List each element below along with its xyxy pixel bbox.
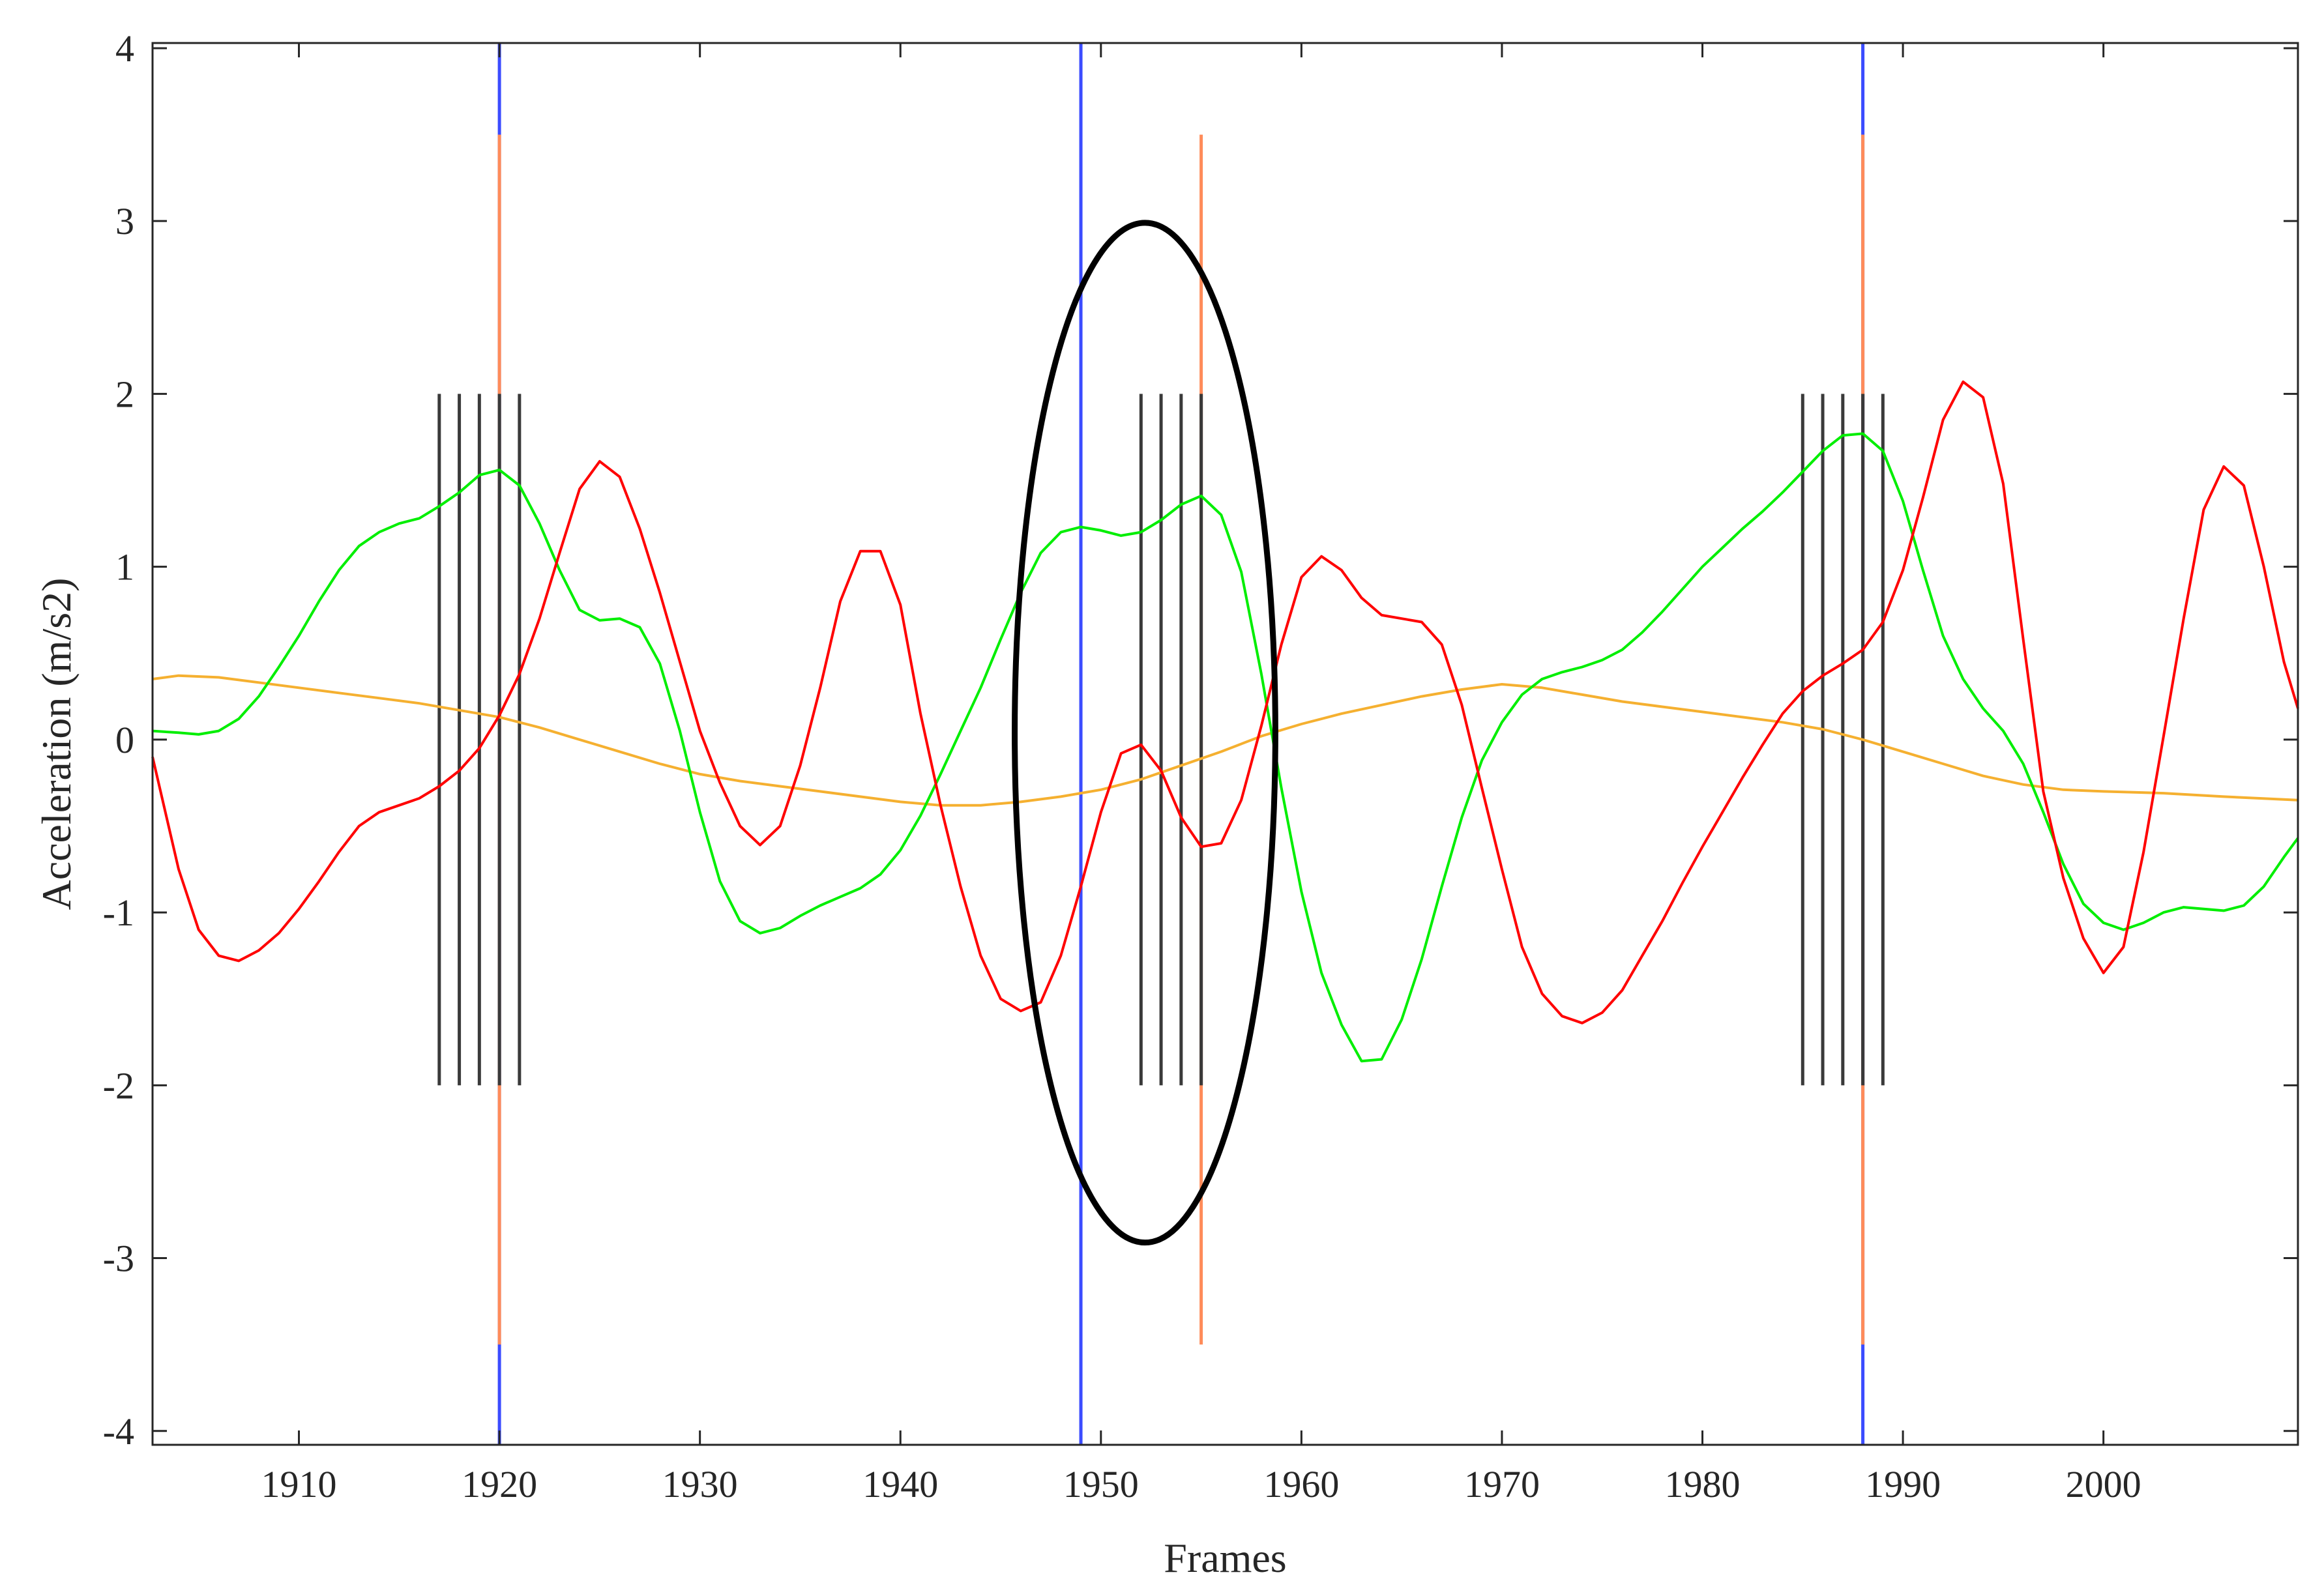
y-tick-label-4: 0 — [115, 719, 134, 761]
y-tick-label-2: -2 — [103, 1064, 134, 1107]
series-line-2 — [152, 674, 2299, 807]
x-tick-label-3: 1940 — [862, 1463, 938, 1505]
x-axis-title: Frames — [1164, 1535, 1286, 1581]
y-tick-label-0: -4 — [103, 1410, 134, 1453]
y-tick-label-3: -1 — [103, 892, 134, 934]
x-tick-label-2: 1930 — [662, 1463, 738, 1505]
x-tick-label-0: 1910 — [261, 1463, 337, 1505]
y-tick-label-1: -3 — [103, 1238, 134, 1280]
annotations — [1012, 220, 1278, 1246]
y-tick-label-8: 4 — [115, 27, 134, 70]
series-line-0 — [151, 380, 2299, 1024]
axis-ticks: 1910 1920 1930 1940 1950 1960 1970 1980 1990 2000… — [103, 27, 2298, 1505]
x-tick-label-5: 1960 — [1263, 1463, 1339, 1505]
vertical-markers — [437, 43, 1885, 1445]
y-tick-label-5: 1 — [115, 546, 134, 588]
y-tick-label-6: 2 — [115, 373, 134, 415]
series-line-1 — [152, 432, 2299, 1063]
highlight-ellipse-0 — [1012, 220, 1278, 1246]
x-tick-label-1: 1920 — [462, 1463, 537, 1505]
x-tick-label-6: 1970 — [1464, 1463, 1540, 1505]
data-series — [151, 380, 2299, 1063]
y-axis-title: Acceleration (m/s2) — [33, 578, 80, 910]
x-tick-label-8: 1990 — [1865, 1463, 1941, 1505]
y-tick-label-7: 3 — [115, 200, 134, 242]
x-tick-label-7: 1980 — [1665, 1463, 1741, 1505]
x-tick-label-9: 2000 — [2066, 1463, 2141, 1505]
x-tick-label-4: 1950 — [1063, 1463, 1139, 1505]
plot-frame — [151, 42, 2299, 1446]
